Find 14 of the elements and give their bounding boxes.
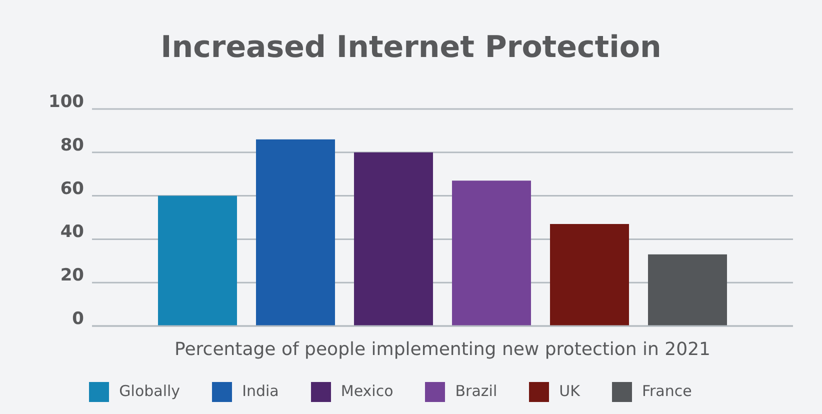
legend-label: Globally <box>119 382 180 400</box>
legend-label: India <box>242 382 279 400</box>
y-tick-label: 40 <box>60 222 84 242</box>
chart-title: Increased Internet Protection <box>160 30 662 65</box>
y-tick-label: 80 <box>60 135 84 156</box>
legend-label: Brazil <box>455 382 498 400</box>
y-tick-label: 0 <box>72 309 84 330</box>
legend-label: Mexico <box>340 382 394 400</box>
y-tick-label: 20 <box>60 266 84 286</box>
legend-label: France <box>642 382 692 400</box>
y-tick-label: 60 <box>60 178 84 199</box>
legend-label: UK <box>559 382 580 400</box>
x-axis-title: Percentage of people implementing new protection in 2021 <box>174 338 710 360</box>
y-tick-label: 100 <box>48 92 84 112</box>
